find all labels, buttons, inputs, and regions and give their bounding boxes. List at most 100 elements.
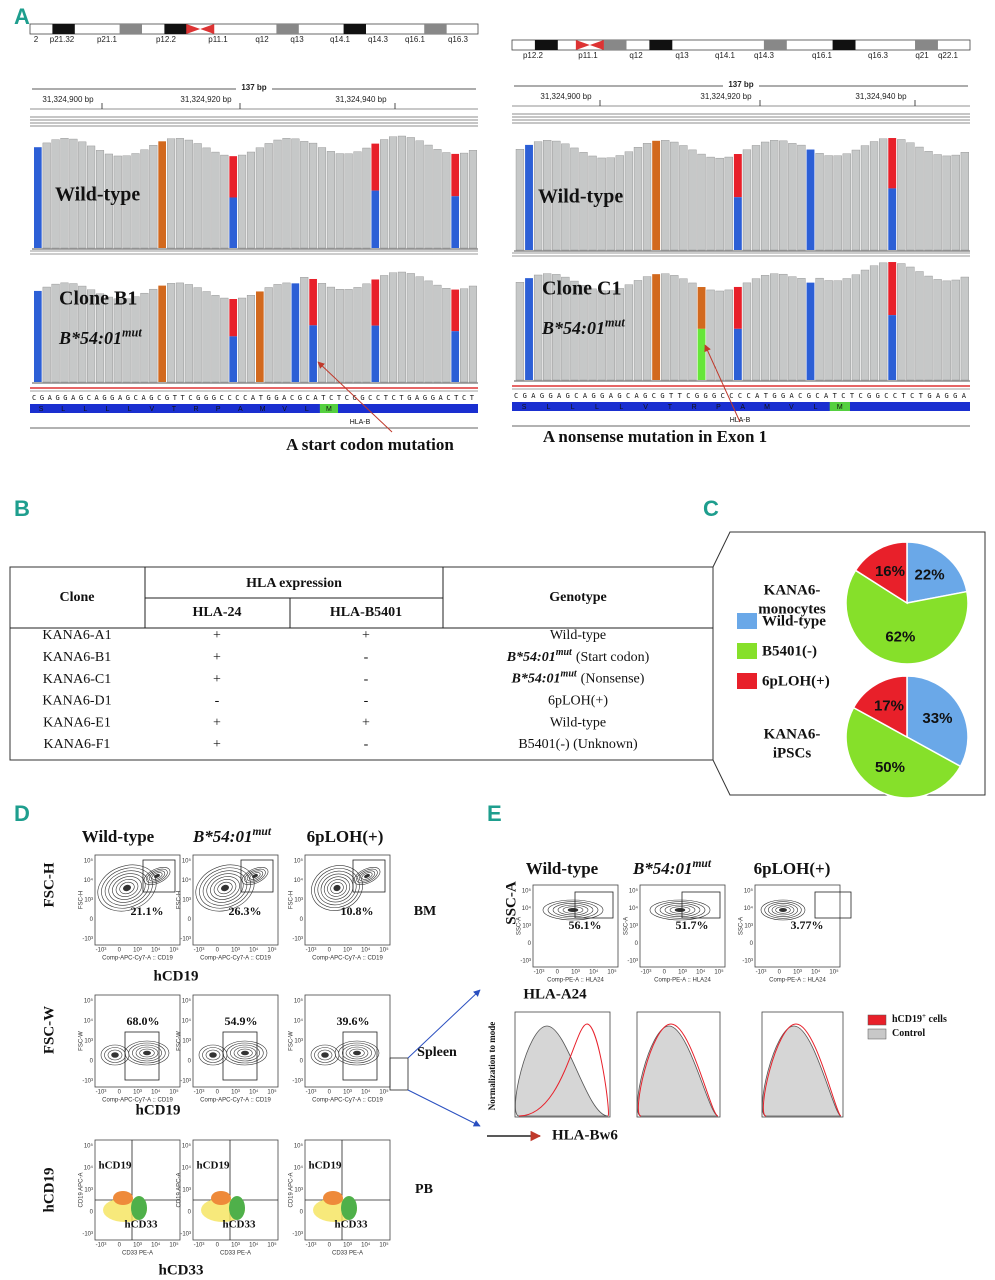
contour [330,882,344,894]
coverage-bar [742,149,752,251]
coverage-bar [924,151,933,251]
contour [768,903,798,917]
tick-label: -10³ [520,959,531,965]
variant-bar [888,188,897,250]
table-header: HLA-B5401 [330,605,402,620]
amino-acid-track [30,404,478,413]
tick-label: -10³ [306,1243,317,1249]
panel-label: B [14,496,30,521]
tick-label: 10³ [231,1090,240,1096]
cd19-histogram [518,1023,609,1117]
pie-label: 16% [875,563,905,580]
coverage-bar [78,285,87,383]
tick-label: 10³ [571,970,580,976]
variant-bar [291,283,300,382]
coverage-bar [362,147,371,249]
tick-label: -10³ [194,1090,205,1096]
quadrant-label: hCD19 [308,1160,342,1172]
tick-label: 10⁴ [182,1018,192,1025]
contour [764,901,802,919]
tick-label: 10⁴ [589,969,599,976]
variant-bar [806,282,815,380]
ideogram-label: p11.1 [208,35,228,44]
coverage-bar [362,283,371,383]
contour [567,908,579,912]
contour [209,1052,217,1058]
axis-label: FSC-W [177,1031,183,1051]
contour [320,873,354,903]
tick-label: 10⁵ [169,1242,179,1249]
table-cell: + [213,737,221,752]
contour [205,1049,221,1061]
position-label: 31,324,940 bp [855,92,907,101]
connector [407,989,481,1059]
coverage-bar [561,143,570,251]
tick-label: 10⁴ [294,1018,304,1025]
tick-label: 10⁵ [379,1242,389,1249]
contour [241,1050,249,1056]
coverage-bar [788,143,797,251]
gate-percent: 51.7% [676,918,709,932]
coverage-bar [869,141,879,251]
table-cell: KANA6-D1 [42,694,111,709]
axis-label: Comp-APC-Cy7-A :: CD19 [102,1098,173,1104]
variant-bar [371,279,380,326]
legend-text: hCD19 [892,1014,922,1025]
y-label: FSC-H [41,862,57,907]
coverage-bar [869,265,879,381]
tick-label: 10³ [294,1039,303,1045]
contour [775,906,791,914]
tick-label: 10³ [133,948,142,954]
axis-label: CD33 PE-A [220,1251,251,1257]
tick-label: 10⁵ [267,947,277,954]
amino-acid: T [668,404,673,411]
legend-label: Control [892,1028,925,1039]
tick-label: -10³ [292,1079,303,1085]
ideogram-label: q14.3 [754,51,775,60]
tick-label: 0 [188,917,192,923]
amino-acid: V [149,406,154,413]
ideogram [511,39,971,51]
coverage-bar [389,272,398,383]
amino-acid: L [305,406,309,413]
plot-frame [754,884,841,968]
contour [552,903,594,917]
tick-label: 10⁴ [249,1242,259,1249]
coverage-bar [149,288,158,383]
annotation: A start codon mutation [286,435,454,454]
variant-bar [371,143,380,191]
axis-label: SSC-A [624,917,630,935]
variant-bar [158,285,166,382]
tick-label: 10³ [84,1039,93,1045]
legend-label: Wild-type [762,613,826,629]
ideogram-band [119,24,142,34]
gate-percent: 3.77% [791,918,824,932]
tick-label: 10³ [84,898,93,904]
table-cell: KANA6-A1 [42,628,111,643]
contour [123,884,131,892]
coverage-bar [317,147,327,249]
coverage-bar [69,283,78,383]
gate-percent: 26.3% [229,904,262,918]
coverage-bar [300,277,309,383]
coverage-bar [335,289,344,383]
axis-label: Comp-PE-A :: HLA24 [769,978,826,984]
column-header: Wild-type [526,859,599,878]
ideogram-label: q21 [915,51,929,60]
contour [760,899,806,921]
coverage-bar [397,135,406,249]
tick-label: 10³ [294,1188,303,1194]
ideogram-label: p21.32 [50,35,75,44]
coverage-bar [815,277,824,381]
tick-label: 10⁵ [182,1143,192,1150]
density [211,1191,231,1205]
contour [674,908,686,912]
tick-label: 10⁵ [294,998,304,1005]
table-cell: KANA6-C1 [43,672,111,687]
contour [217,881,233,895]
variant-bar [309,325,317,382]
tick-label: -10³ [82,1232,93,1238]
axis-label: Comp-PE-A :: HLA24 [654,978,711,984]
tick-label: -10³ [82,1079,93,1085]
tick-label: 10³ [744,924,753,930]
